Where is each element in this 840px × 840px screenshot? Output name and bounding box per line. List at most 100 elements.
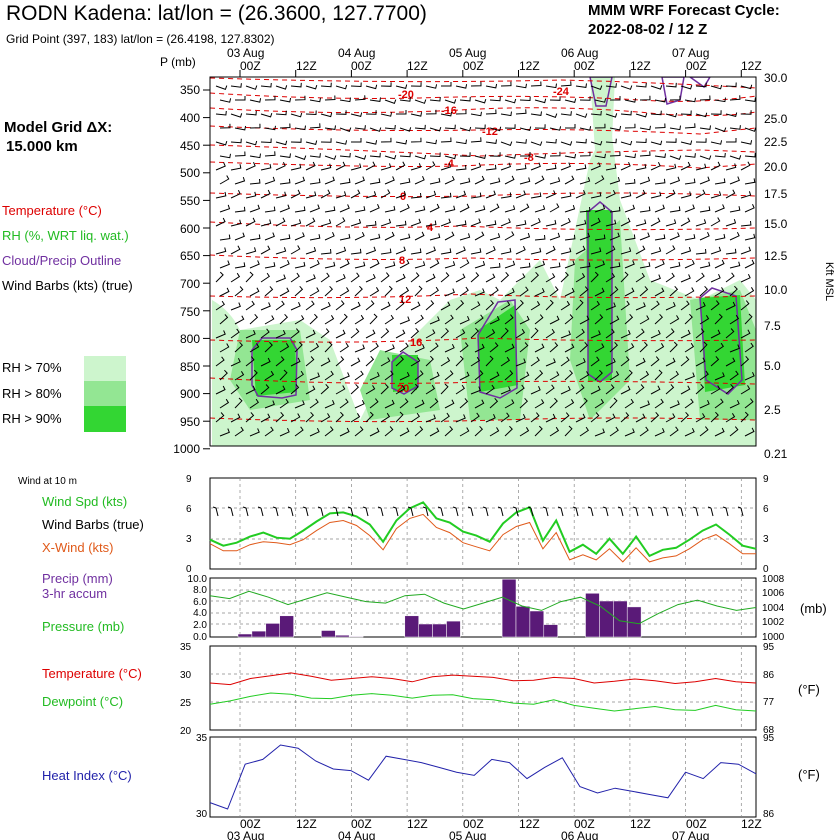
wind-barb xyxy=(249,260,260,269)
wind-barb xyxy=(470,301,481,311)
wind-barb xyxy=(444,154,457,160)
wind-barb xyxy=(609,315,620,325)
wind-barb xyxy=(485,139,497,144)
wind-barb xyxy=(575,413,586,423)
wind-barb xyxy=(444,314,454,325)
wind-barb xyxy=(440,111,453,117)
wind-barb xyxy=(309,204,320,213)
wind10m-ticks: 9 6 3 0 9 6 3 0 xyxy=(186,474,769,575)
wind-barb xyxy=(725,82,737,88)
wind-barb xyxy=(339,287,350,297)
wind-barb xyxy=(215,385,226,395)
wind-barb xyxy=(564,175,575,185)
wind-barb xyxy=(519,315,530,325)
pressure-tick: 500 xyxy=(180,166,200,180)
wind-barb xyxy=(485,109,497,115)
wind-barb xyxy=(335,84,348,90)
wind-barb xyxy=(249,153,261,159)
wind10m-barb xyxy=(317,506,324,517)
wind-barb xyxy=(339,178,351,185)
wind-barb xyxy=(605,328,615,339)
legend-rh90-label: RH > 90% xyxy=(2,411,62,426)
wind-barb xyxy=(380,218,392,227)
wind-barb xyxy=(729,426,739,437)
wind-speed-line xyxy=(209,501,757,558)
wind-barb xyxy=(530,192,542,199)
wind-barb xyxy=(744,342,754,353)
wind-barb xyxy=(470,162,482,171)
wind-barb xyxy=(294,206,306,213)
wind-barb xyxy=(519,397,529,409)
wind-barb xyxy=(235,96,246,101)
wind-barb xyxy=(485,329,496,339)
wind-barb xyxy=(549,342,559,353)
wind-barb xyxy=(605,357,616,367)
wind-barb xyxy=(384,124,396,130)
wind-barb xyxy=(680,411,690,423)
heat-tick: 35 xyxy=(196,733,208,744)
wind-barb xyxy=(504,205,516,213)
wind10m-barb xyxy=(572,506,579,517)
wind-barb xyxy=(740,355,750,367)
wind-barb xyxy=(665,219,677,227)
legend-pressure: Pressure (mb) xyxy=(42,619,125,634)
wind-barb xyxy=(474,370,484,381)
forecast-cycle-label: MMM WRF Forecast Cycle: xyxy=(588,2,780,19)
wind-barb xyxy=(530,301,541,311)
wind-barb xyxy=(650,247,662,255)
wind-barb xyxy=(249,343,260,353)
wind-barb xyxy=(399,398,409,409)
wind-barb xyxy=(609,371,620,381)
wind-barb xyxy=(459,203,470,213)
pressure-tick: 450 xyxy=(180,139,200,153)
wind-barb xyxy=(575,83,587,88)
wind-barb xyxy=(245,271,254,283)
wind-barb xyxy=(440,137,452,143)
wind-barb xyxy=(534,175,545,185)
wind-barb xyxy=(305,246,317,255)
wind-barb xyxy=(725,357,736,367)
wind-barb xyxy=(489,203,500,213)
temp-tick-f: 77 xyxy=(763,697,775,708)
wind-barb xyxy=(500,327,509,339)
wind-barb xyxy=(459,259,470,269)
wind-barb xyxy=(620,412,630,423)
wind-barb xyxy=(365,273,376,283)
wind-barb xyxy=(395,355,405,367)
temp-tick: 25 xyxy=(180,698,192,709)
wind-barb xyxy=(249,313,259,325)
bottom-hour-label: 00Z xyxy=(686,817,707,831)
wind-barb xyxy=(500,301,511,311)
wind-barb xyxy=(564,399,575,409)
wind-barb xyxy=(500,81,512,87)
wind-barb xyxy=(710,385,721,395)
wind-barb xyxy=(396,110,407,115)
kft-tick: 7.5 xyxy=(764,319,781,333)
wind-barb xyxy=(440,192,452,199)
wind10m-barb xyxy=(722,506,729,517)
wind-barb xyxy=(635,328,645,339)
bottom-date-label: 06 Aug xyxy=(561,829,598,840)
wind-barb xyxy=(219,234,231,241)
wind-barb xyxy=(380,248,392,255)
wind-barb xyxy=(695,163,707,171)
wind10m-ytick: 3 xyxy=(186,534,192,545)
wind-barb xyxy=(695,272,705,283)
wind10m-title: Wind at 10 m xyxy=(18,476,77,487)
wind-barb xyxy=(530,81,542,87)
wind-barb xyxy=(530,356,540,367)
wind-barb xyxy=(714,398,724,409)
wind-barb xyxy=(410,163,422,171)
wind-barb xyxy=(470,386,481,395)
wind-barb xyxy=(594,234,606,241)
wind-barb xyxy=(384,399,395,409)
wind-barb xyxy=(219,314,229,325)
wind-barb xyxy=(680,161,691,171)
wind-barb xyxy=(429,203,440,213)
temp-contour-label: 4 xyxy=(427,222,434,234)
wind-barb xyxy=(515,384,525,395)
wind10m-barb xyxy=(302,506,309,517)
wind-barb xyxy=(534,369,544,381)
wind-barb xyxy=(320,82,332,88)
wind-barb xyxy=(365,110,377,115)
